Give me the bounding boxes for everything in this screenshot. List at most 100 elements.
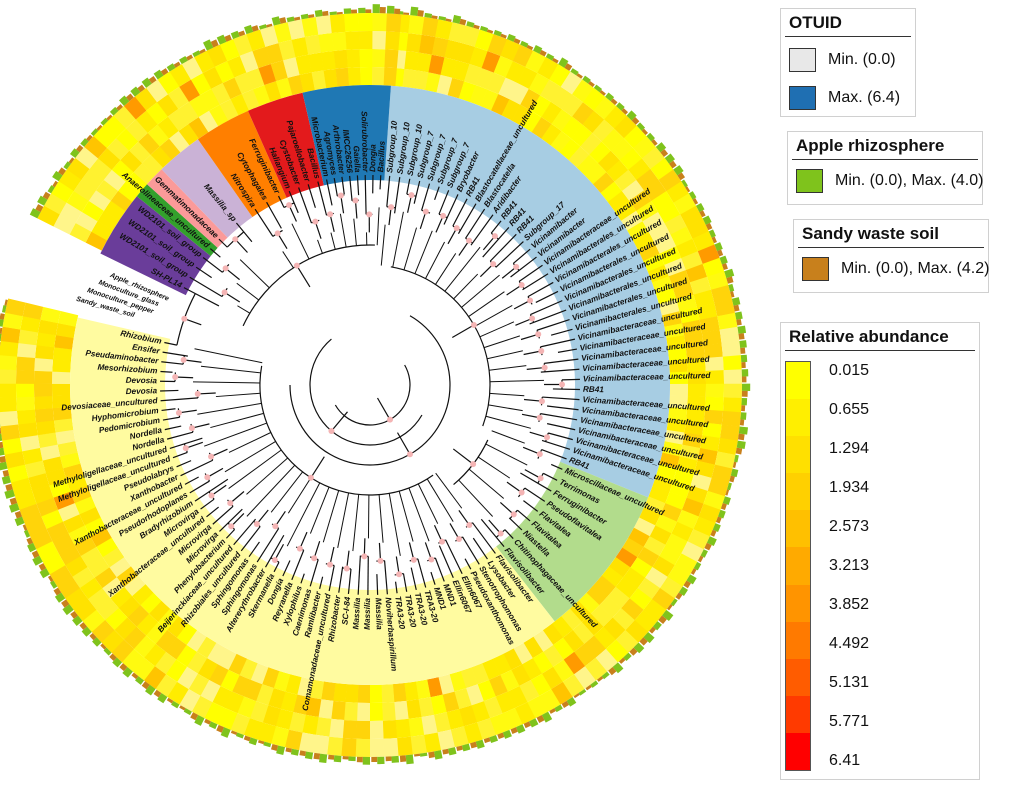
heatmap-cell [84,135,108,159]
heatmap-cell [88,190,111,211]
heatmap-cell [320,50,336,71]
heatmap-cell [140,592,162,614]
heatmap-cell [597,150,620,173]
heatmap-cell [703,343,723,359]
tree-branch [520,472,552,492]
heatmap-cell [638,242,660,262]
sandy-bar [470,741,478,749]
heatmap-cell [228,653,248,676]
sandy-bar [53,587,62,596]
abundance-scale-step [786,695,810,733]
heatmap-cell [176,644,197,667]
abundance-tick-label: 2.573 [829,518,870,535]
heatmap-cell [590,605,613,627]
heatmap-cell [57,576,81,599]
node-marker [490,261,497,268]
tree-branch [210,412,264,429]
heatmap-cell [148,600,171,623]
node-marker [274,230,281,237]
tree-branch [394,581,398,594]
sandy-bar [417,10,424,17]
heatmap-cell [461,25,481,47]
apple-bar [480,25,489,32]
tree-branch [236,282,260,301]
sandy-bar [618,657,626,664]
heatmap-cell [0,410,19,427]
heatmap-cell [84,517,107,537]
heatmap-cell [383,67,397,87]
sandy-bar [26,537,34,545]
sandy-bar [564,63,573,71]
sandy-bar [109,653,117,661]
heatmap-cell [68,525,91,545]
heatmap-cell [37,205,60,227]
node-marker [535,331,542,338]
heatmap-cell [665,533,688,554]
heatmap-cell [471,701,490,723]
tree-branch [310,456,325,479]
heatmap-cell [450,726,469,748]
legend-otuid-max-row: Max. (6.4) [781,79,915,117]
tree-branch [378,542,382,561]
tree-branch [270,471,303,513]
heatmap-cell [0,369,17,384]
tree-branch [286,482,321,547]
sandy-bar [96,124,103,131]
heatmap-cell [386,13,402,33]
tree-branch [388,207,392,226]
heatmap-cell [169,130,190,153]
heatmap-cell [69,222,92,243]
legend-apple-label: Min. (0.0), Max. (4.0) [835,172,984,189]
apple-bar [8,503,20,513]
apple-bar [693,561,702,571]
heatmap-cell [664,429,685,445]
heatmap-cell [404,681,419,701]
heatmap-cell [52,383,71,397]
heatmap-cell [89,158,113,180]
apple-bar [652,621,662,631]
heatmap-cell [404,50,420,71]
heatmap-cell [572,102,594,125]
heatmap-cell [178,123,200,146]
heatmap-cell [65,587,89,610]
apple-bar [348,756,356,762]
legend-sandy-label: Min. (0.0), Max. (4.2) [841,260,990,277]
apple-bar [590,680,599,688]
apple-bar [461,743,471,752]
tree-branch [435,253,457,285]
legend-divider [798,247,984,248]
apple-bar [72,615,83,626]
tree-branch [309,559,319,587]
heatmap-cell [133,163,156,185]
heatmap-cell [717,312,738,330]
sandy-bar [685,186,691,193]
tree-branch [485,443,528,466]
heatmap-cell [681,541,704,563]
heatmap-cell [686,485,708,505]
tree-branch [479,321,515,338]
heatmap-cell [694,460,715,479]
node-marker [194,390,201,397]
heatmap-cell [87,557,110,578]
sandy-bar [675,592,683,600]
tree-branch [443,194,459,225]
heatmap-cell [582,110,605,134]
heatmap-cell [684,332,704,348]
heatmap-cell [136,613,159,636]
heatmap-cell [347,67,361,86]
heatmap-cell [133,635,156,658]
tree-branch [542,396,580,401]
sandy-bar [403,12,410,16]
tree-branch [489,365,527,371]
heatmap-cell [723,369,742,385]
apple-bar [605,92,615,102]
heatmap-cell [601,128,625,151]
heatmap-cell [49,564,73,587]
heatmap-cell [669,359,688,373]
heatmap-cell [469,46,488,69]
heatmap-cell [246,67,265,90]
heatmap-cell [233,34,253,56]
heatmap-cell [664,258,686,277]
tree-branch [180,459,214,477]
heatmap-cell [123,96,147,120]
